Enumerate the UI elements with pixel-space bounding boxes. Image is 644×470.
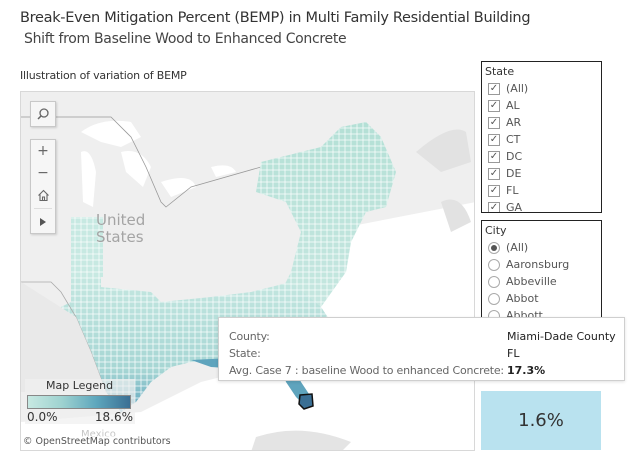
city-filter: City (All) Aaronsburg Abbeville Abbot Ab…: [481, 220, 602, 320]
legend-title: Map Legend: [46, 379, 114, 392]
zoom-in-button[interactable]: +: [37, 143, 49, 159]
city-filter-title: City: [485, 224, 507, 237]
state-option-label: DE: [506, 167, 522, 180]
basemap: [21, 116, 474, 450]
state-option-label: CT: [506, 133, 521, 146]
legend-color-ramp: [27, 395, 131, 409]
state-option-de[interactable]: ✓ DE: [482, 165, 601, 182]
checkbox-checked-icon[interactable]: ✓: [488, 99, 500, 112]
home-button[interactable]: [31, 184, 55, 206]
tooltip-row-county: County: Miami-Dade County: [229, 330, 619, 346]
state-option-dc[interactable]: ✓ DC: [482, 148, 601, 165]
toolbar-divider: [34, 208, 52, 209]
state-option-ga[interactable]: ✓ GA: [482, 199, 601, 213]
dashboard-title: Break-Even Mitigation Percent (BEMP) in …: [20, 10, 531, 26]
tooltip-row-avg: Avg. Case 7 : baseline Wood to enhanced …: [229, 364, 619, 380]
checkbox-checked-icon[interactable]: ✓: [488, 133, 500, 146]
city-option-label: Abbeville: [506, 275, 557, 288]
checkbox-checked-icon[interactable]: ✓: [488, 82, 500, 95]
city-option-aaronsburg[interactable]: Aaronsburg: [482, 256, 601, 273]
zoom-out-button[interactable]: −: [37, 165, 49, 181]
tooltip-label: Avg. Case 7 : baseline Wood to enhanced …: [229, 364, 504, 377]
state-option-label: DC: [506, 150, 523, 163]
checkbox-checked-icon[interactable]: ✓: [488, 201, 500, 213]
radio-selected-icon[interactable]: [488, 241, 500, 254]
tooltip-value: Miami-Dade County: [507, 330, 616, 343]
country-label-mexico: Mexico: [81, 429, 116, 440]
country-label-line1: United: [96, 211, 146, 229]
map-caption: Illustration of variation of BEMP: [20, 69, 187, 82]
tooltip-row-state: State: FL: [229, 347, 619, 363]
map-zoom-toolbar: + −: [30, 139, 56, 234]
city-option-all[interactable]: (All): [482, 239, 601, 256]
state-option-label: FL: [506, 184, 519, 197]
legend-max: 18.6%: [94, 410, 133, 424]
checkbox-checked-icon[interactable]: ✓: [488, 167, 500, 180]
city-option-label: Abbot: [506, 292, 539, 305]
map-attribution[interactable]: © OpenStreetMap contributors: [21, 436, 173, 447]
state-filter: State ✓ (All) ✓ AL ✓ AR ✓ CT ✓ DC ✓ DE ✓ FL ✓ GA: [481, 61, 602, 213]
map-legend: Map Legend 0.0% 18.6%: [25, 379, 135, 424]
city-option-abbot[interactable]: Abbot: [482, 290, 601, 307]
city-option-abbott[interactable]: Abbott: [482, 307, 601, 320]
map-tooltip: County: Miami-Dade County State: FL Avg.…: [218, 317, 625, 381]
tooltip-label: County:: [229, 330, 270, 343]
country-label-line2: States: [96, 228, 144, 246]
bemp-kpi-value: 1.6%: [481, 391, 601, 450]
dashboard-subtitle: Shift from Baseline Wood to Enhanced Con…: [24, 31, 347, 47]
play-icon: [40, 218, 46, 226]
map-search-button[interactable]: [30, 101, 56, 127]
legend-ticks: 0.0% 18.6%: [27, 410, 133, 424]
home-icon: [37, 189, 49, 201]
state-option-label: GA: [506, 201, 523, 213]
county-map[interactable]: + − United States Mexico Map Legend 0.0%…: [20, 91, 475, 451]
state-option-label: AL: [506, 99, 520, 112]
tooltip-label: State:: [229, 347, 261, 360]
checkbox-checked-icon[interactable]: ✓: [488, 150, 500, 163]
pan-menu-button[interactable]: [31, 211, 55, 233]
checkbox-checked-icon[interactable]: ✓: [488, 116, 500, 129]
checkbox-checked-icon[interactable]: ✓: [488, 184, 500, 197]
city-option-label: Abbott: [506, 309, 543, 320]
legend-min: 0.0%: [27, 410, 58, 424]
tooltip-value: FL: [507, 347, 520, 360]
state-option-ar[interactable]: ✓ AR: [482, 114, 601, 131]
city-option-label: Aaronsburg: [506, 258, 570, 271]
state-option-al[interactable]: ✓ AL: [482, 97, 601, 114]
radio-icon[interactable]: [488, 258, 500, 271]
tooltip-value: 17.3%: [507, 364, 546, 377]
state-option-all[interactable]: ✓ (All): [482, 80, 601, 97]
city-option-label: (All): [506, 241, 529, 254]
radio-icon[interactable]: [488, 275, 500, 288]
state-filter-title: State: [485, 65, 515, 78]
state-option-label: (All): [506, 82, 529, 95]
state-option-label: AR: [506, 116, 522, 129]
state-option-ct[interactable]: ✓ CT: [482, 131, 601, 148]
radio-icon[interactable]: [488, 309, 500, 319]
city-option-abbeville[interactable]: Abbeville: [482, 273, 601, 290]
search-icon: [37, 108, 49, 120]
radio-icon[interactable]: [488, 292, 500, 305]
country-label-us: United States: [96, 212, 145, 246]
state-option-fl[interactable]: ✓ FL: [482, 182, 601, 199]
